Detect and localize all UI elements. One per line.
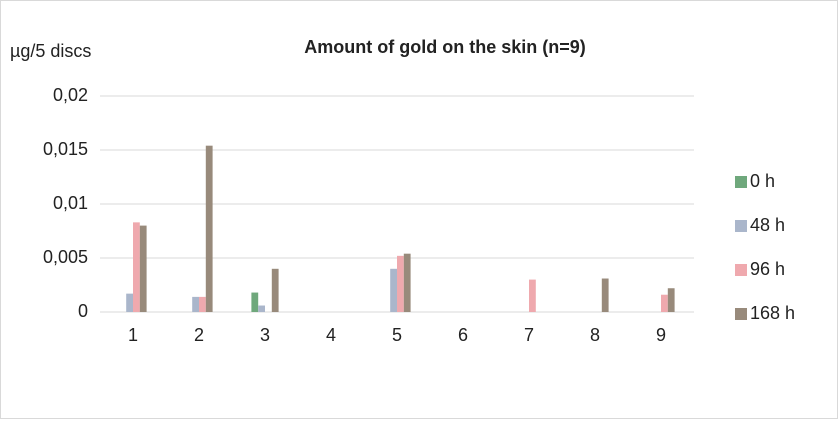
x-tick-label: 8 xyxy=(590,325,600,345)
bar xyxy=(601,278,609,312)
bar xyxy=(199,296,206,312)
bar xyxy=(251,292,259,312)
bar xyxy=(529,279,536,312)
bar xyxy=(126,293,133,312)
bar xyxy=(205,145,213,312)
y-tick-label: 0,02 xyxy=(53,85,88,105)
x-tick-label: 5 xyxy=(392,325,402,345)
legend-label: 48 h xyxy=(750,215,785,235)
bar xyxy=(403,253,411,312)
bar xyxy=(258,305,265,312)
bar xyxy=(139,225,147,312)
legend-swatch xyxy=(735,308,747,320)
y-axis-label: µg/5 discs xyxy=(10,41,91,61)
x-tick-label: 7 xyxy=(524,325,534,345)
x-tick-label: 6 xyxy=(458,325,468,345)
bar xyxy=(661,294,668,312)
y-tick-label: 0,005 xyxy=(43,247,88,267)
x-tick-label: 9 xyxy=(656,325,666,345)
bar xyxy=(397,255,404,312)
legend-label: 0 h xyxy=(750,171,775,191)
x-tick-label: 2 xyxy=(194,325,204,345)
x-tick-label: 4 xyxy=(326,325,336,345)
bar xyxy=(271,268,279,312)
x-tick-label: 3 xyxy=(260,325,270,345)
bar xyxy=(390,268,397,312)
legend-label: 168 h xyxy=(750,303,795,323)
legend-swatch xyxy=(735,220,747,232)
chart-title: Amount of gold on the skin (n=9) xyxy=(304,37,585,57)
legend-swatch xyxy=(735,264,747,276)
legend-label: 96 h xyxy=(750,259,785,279)
bar xyxy=(192,296,199,312)
y-tick-label: 0,01 xyxy=(53,193,88,213)
y-tick-label: 0,015 xyxy=(43,139,88,159)
bar xyxy=(133,222,140,312)
legend-swatch xyxy=(735,176,747,188)
bar xyxy=(667,288,675,312)
y-tick-label: 0 xyxy=(78,301,88,321)
x-tick-label: 1 xyxy=(128,325,138,345)
